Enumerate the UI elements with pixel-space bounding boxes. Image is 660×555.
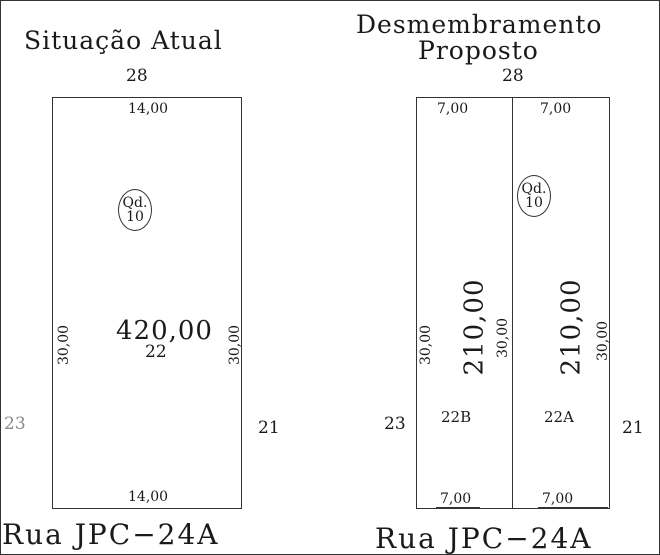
lot-a-divider-depth: 30,00 (495, 317, 512, 359)
current-bottom-width: 14,00 (128, 489, 169, 505)
proposed-block-label: Qd. (521, 181, 547, 197)
current-block-label: Qd. (122, 195, 148, 211)
current-street: Rua JPC−24A (2, 518, 220, 551)
current-right-neighbor: 21 (258, 418, 280, 438)
lot-b-left-depth: 30,00 (418, 324, 435, 366)
proposed-top-neighbor: 28 (502, 66, 524, 86)
lot-b-top-width: 7,00 (437, 101, 469, 117)
lot-b-bottom-underline (436, 507, 480, 508)
current-lot-outline (52, 97, 242, 509)
current-top-width: 14,00 (128, 101, 169, 117)
proposed-street: Rua JPC−24A (375, 522, 593, 555)
lot-a-number: 22A (544, 408, 574, 426)
lot-a-right-depth: 30,00 (595, 320, 612, 362)
lot-division-line (512, 97, 513, 509)
proposed-block-number: 10 (525, 195, 543, 211)
current-lot-number: 22 (145, 342, 167, 362)
lot-a-top-width: 7,00 (540, 101, 572, 117)
proposed-title-line2: Proposto (418, 36, 539, 65)
lot-b-number: 22B (441, 408, 472, 426)
proposed-right-neighbor: 21 (622, 418, 644, 438)
lot-a-bottom-underline (538, 507, 608, 508)
proposed-title-line1: Desmembramento (356, 10, 603, 39)
lot-b-area: 210,00 (459, 278, 490, 376)
current-right-depth: 30,00 (227, 324, 244, 366)
proposed-lots-outline (416, 97, 610, 509)
current-left-neighbor: 23 (4, 414, 26, 434)
current-top-neighbor: 28 (126, 66, 148, 86)
lot-a-bottom-width: 7,00 (542, 491, 574, 507)
lot-b-bottom-width: 7,00 (440, 491, 472, 507)
current-left-depth: 30,00 (56, 324, 73, 366)
proposed-left-neighbor: 23 (384, 414, 406, 434)
current-area: 420,00 (116, 316, 213, 346)
current-block-seal: Qd. 10 (118, 189, 152, 231)
lot-a-area: 210,00 (556, 278, 587, 376)
proposed-block-seal: Qd. 10 (517, 175, 551, 217)
current-block-number: 10 (126, 209, 144, 225)
current-title: Situação Atual (24, 26, 223, 55)
